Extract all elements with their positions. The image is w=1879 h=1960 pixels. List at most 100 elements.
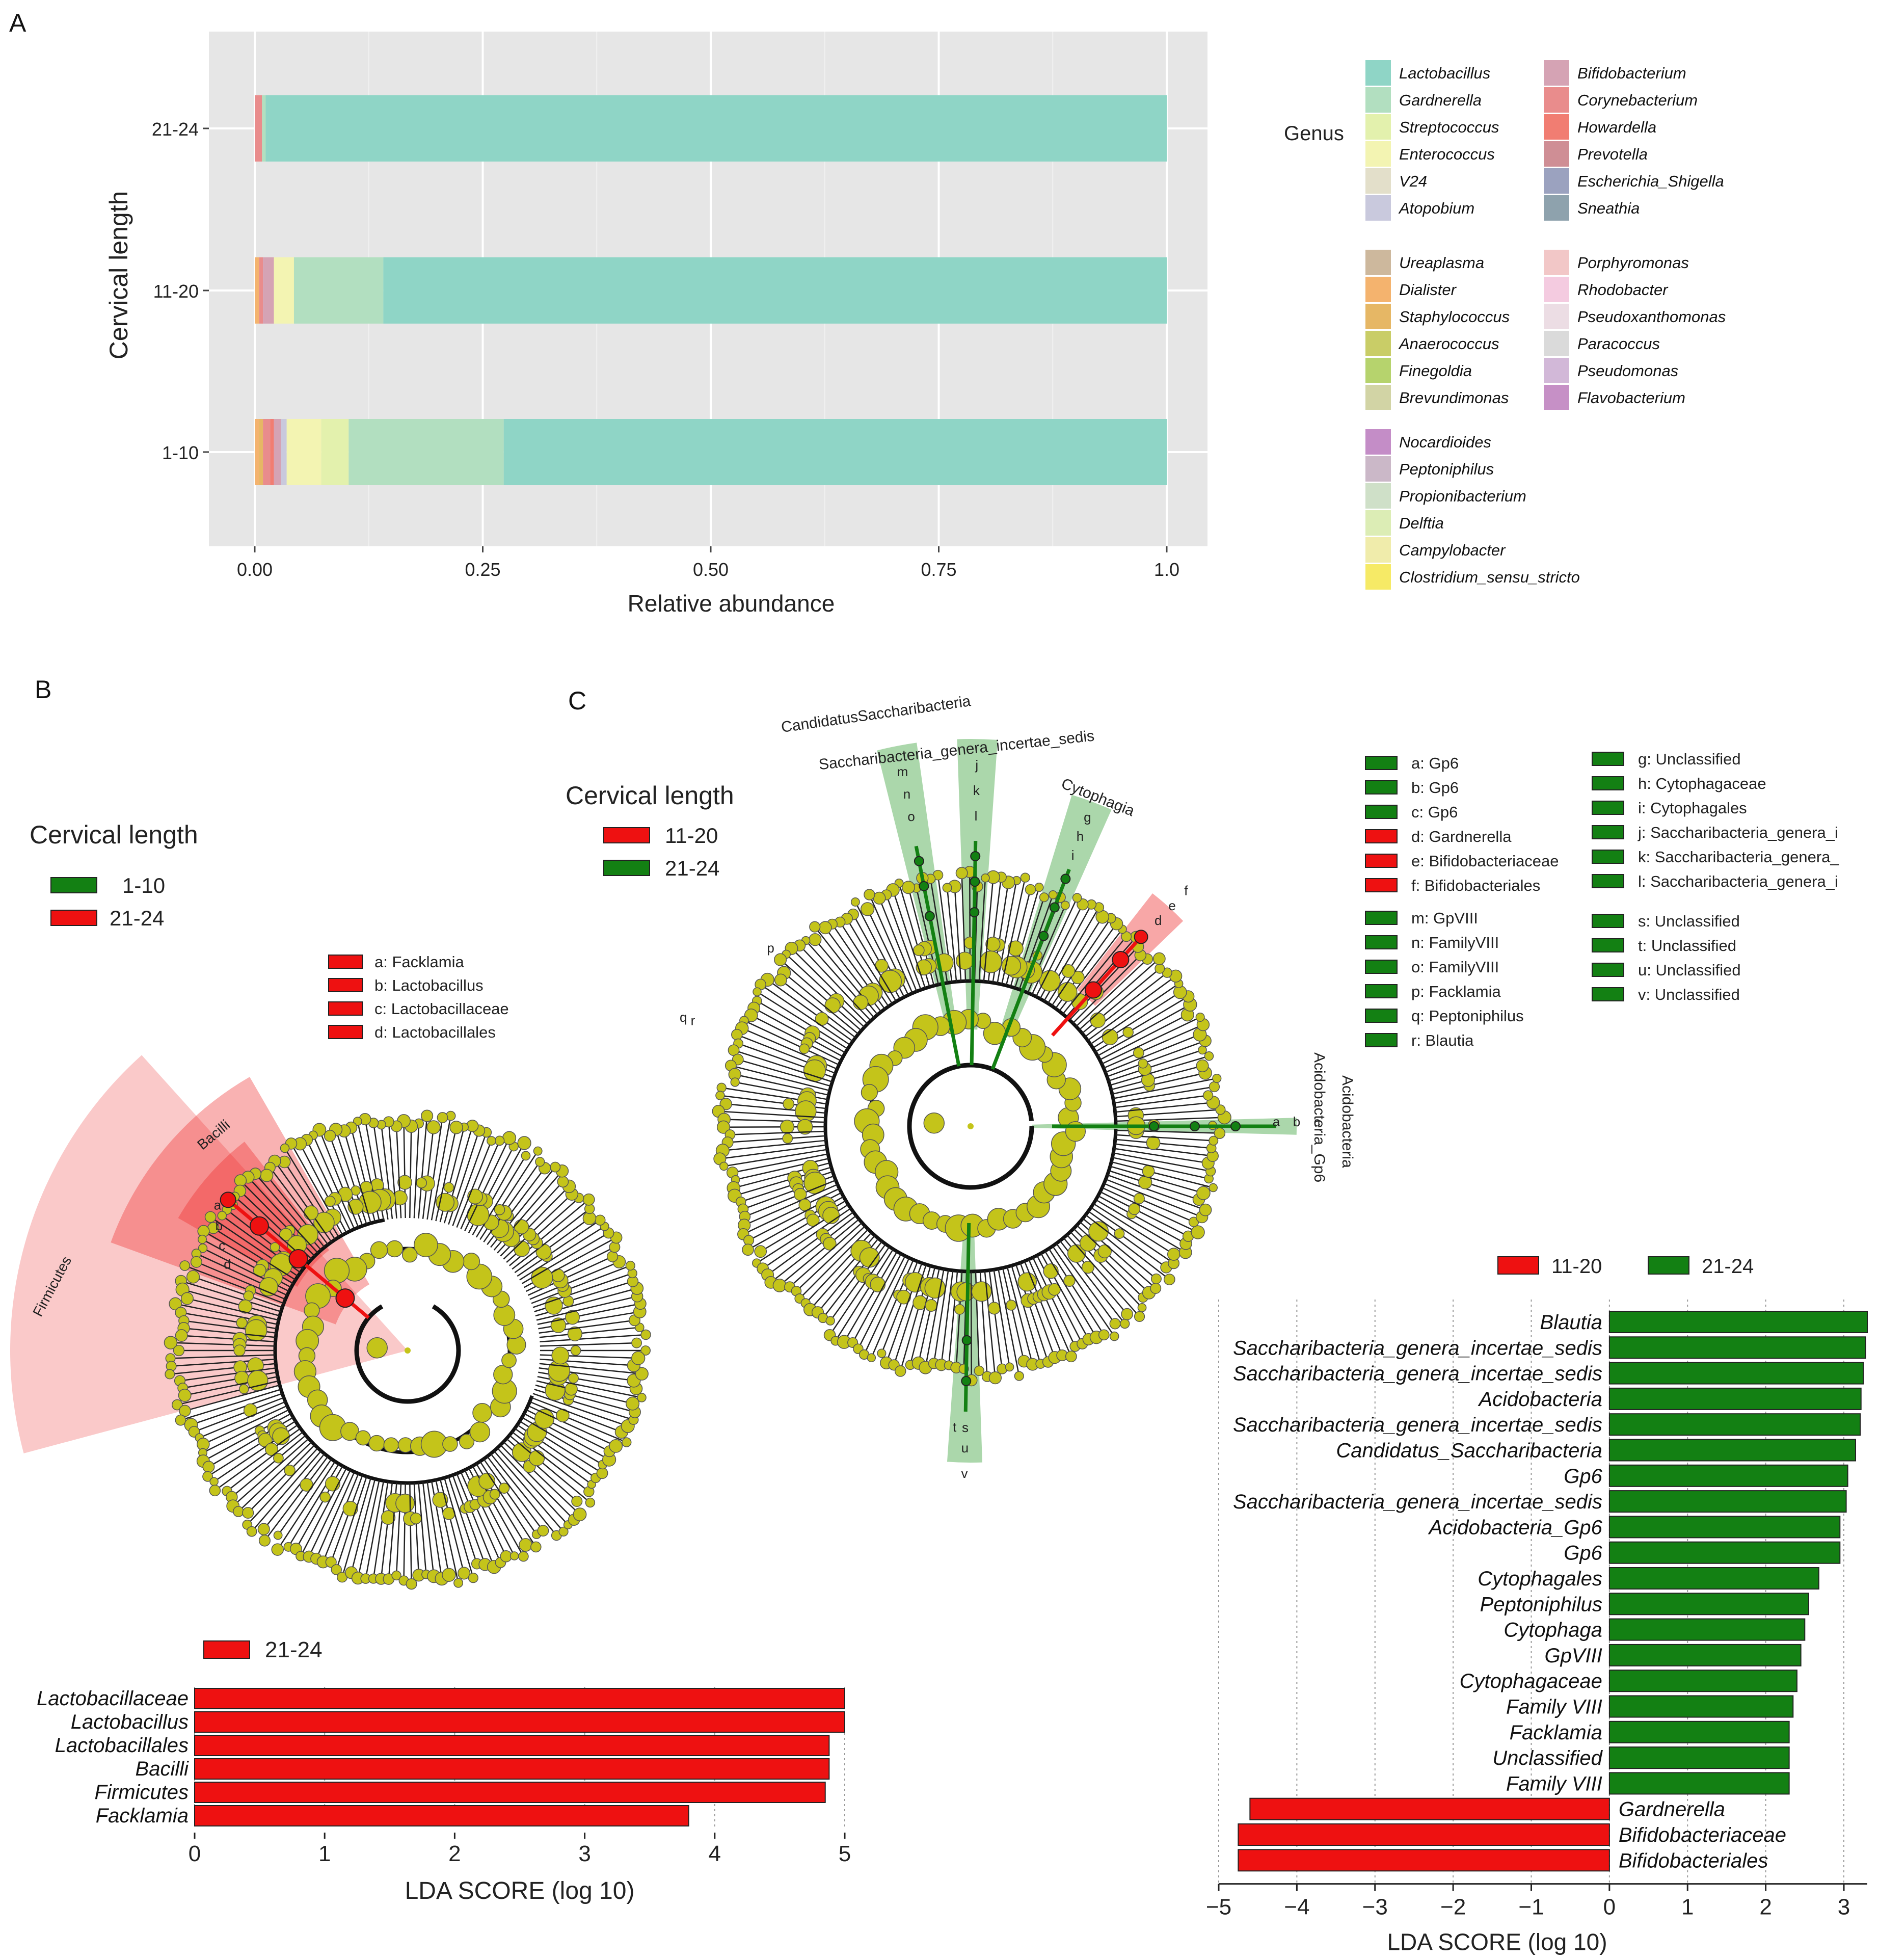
clado-leaf [1164,1274,1175,1285]
clado-node [853,995,868,1010]
lda-b-bar [195,1806,689,1826]
clado-leaf [641,1330,651,1340]
clado-node [416,1178,426,1188]
clado-leaf [1110,1318,1120,1329]
clado-node [304,1206,318,1220]
clado-leaf [626,1397,639,1410]
lda-c-category-label: Cytophaga [1504,1619,1602,1641]
legend-label-sneathia: Sneathia [1577,199,1640,217]
clado-leaf [1021,873,1030,882]
a-ytick-label: 1-10 [162,442,199,463]
lda-c-legend-label-2: 21-24 [1702,1255,1754,1278]
legend-b-swatch-1 [51,878,97,893]
key-c-label: u: Unclassified [1638,961,1741,979]
clado-branch [540,1343,637,1346]
clado-leaf [1197,1186,1210,1200]
clado-node [259,1278,278,1296]
legend-swatch-staphylococcus [1365,304,1391,329]
panel-b-legend-title: Cervical length [30,820,198,849]
bar-segment-corynebacterium [263,419,270,485]
clado-leaf [175,1415,185,1425]
clado-node [1114,1229,1124,1238]
key-b-swatch [329,978,362,992]
clado-leaf [519,1539,532,1551]
clado-branch [1115,1144,1213,1156]
lda-c-category-label: GpVIII [1544,1645,1602,1667]
clado-highlight-node [1231,1122,1240,1131]
clado-leaf [607,1251,618,1262]
clado-node [369,1436,385,1451]
clado-root [405,1347,411,1354]
lda-c-category-label: Family VIII [1506,1696,1602,1718]
clado-leaf [1135,1312,1145,1322]
clado-leaf [511,1552,519,1560]
key-c-swatch [1365,960,1397,973]
legend-swatch-flavobacterium [1544,385,1569,410]
key-c-swatch [1592,777,1624,790]
clado-branch [414,1483,419,1575]
legend-swatch-rhodobacter [1544,277,1569,302]
clado-node [781,1120,794,1134]
legend-swatch-pseudomonas [1544,358,1569,383]
lda-b-category-label: Lactobacillaceae [37,1687,189,1710]
clado-node [1134,1048,1144,1058]
lda-c-bar [1238,1824,1609,1845]
clado-leaf [826,1316,835,1325]
clado-c-node-letter: i [1071,847,1075,863]
clado-leaf [585,1498,595,1507]
clado-leaf [325,1130,336,1142]
clado-node [988,1302,1000,1314]
lda-c-bar [1609,1542,1840,1564]
key-c-label: l: Saccharibacteria_genera_i [1638,872,1838,890]
legend-label-ureaplasma: Ureaplasma [1399,254,1484,272]
clado-highlight-node [289,1250,308,1268]
lda-c-bar [1609,1440,1856,1461]
clado-branch [418,1116,427,1219]
clado-highlight-node [970,908,979,917]
clado-highlight-node [962,1336,972,1345]
lda-c-category-label: Saccharibacteria_genera_incertae_sedis [1233,1414,1602,1436]
clado-leaf [632,1352,645,1365]
clado-highlight-node [919,882,928,891]
clado-leaf [519,1552,528,1561]
panel-a-y-ticks: 21-2411-201-10 [152,119,209,463]
clado-leaf [943,883,951,892]
clado-leaf [572,1496,582,1507]
lda-c-category-label: Family VIII [1506,1772,1602,1795]
key-c-swatch [1365,879,1397,892]
clado-node [414,1233,438,1257]
clado-leaf [1204,1052,1213,1061]
clado-leaf [1150,1283,1161,1294]
clado-leaf [774,953,787,966]
lda-c-category-label: Gp6 [1564,1465,1602,1488]
lda-b-axis-label: LDA SCORE (log 10) [405,1877,635,1904]
legend-swatch-nocardioides [1365,429,1391,455]
clado-leaf [755,1246,766,1257]
clado-leaf [819,921,831,934]
legend-swatch-enterococcus [1365,141,1391,167]
a-ytick-label: 11-20 [153,281,199,302]
lda-c-bar [1609,1670,1797,1691]
clado-node [320,1492,330,1502]
legend-label-campylobacter: Campylobacter [1399,541,1506,559]
clado-c-node-letter: r [691,1013,695,1028]
legend-label-pseudomonas: Pseudomonas [1577,362,1678,380]
lda-c-category-label: Facklamia [1510,1721,1602,1744]
key-c-swatch [1592,988,1624,1001]
cladogram-c-key: a: Gp6b: Gp6c: Gp6d: Gardnerellae: Bifid… [1365,750,1839,1049]
lda-b-category-label: Lactobacillus [71,1711,189,1733]
key-b-swatch [329,1002,362,1015]
clado-c-node-letter: d [1155,913,1162,928]
clado-node [1102,1029,1118,1045]
clado-leaf [531,1542,541,1552]
lda-c-bar [1609,1645,1801,1666]
legend-label-atopobium: Atopobium [1398,199,1474,217]
clado-c-node-letter: u [961,1440,969,1455]
clado-node [545,1297,562,1314]
clado-leaf [1005,1363,1013,1371]
legend-swatch-escherichia_shigella [1544,168,1569,194]
clado-node [367,1338,387,1358]
clado-leaf [632,1338,641,1347]
clado-branch [971,1272,972,1380]
key-c-swatch [1592,801,1624,814]
